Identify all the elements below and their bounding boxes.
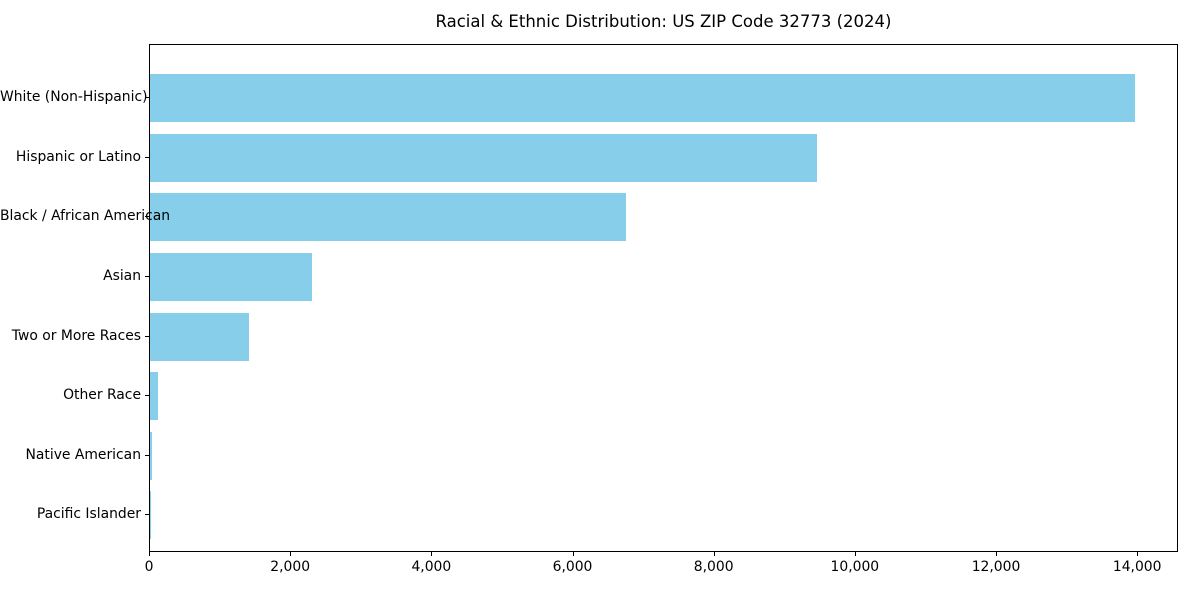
y-axis-category-label: Native American xyxy=(25,446,142,463)
x-axis-tick-label: 10,000 xyxy=(830,559,880,575)
x-axis-tick xyxy=(572,552,574,556)
x-axis-tick xyxy=(290,552,292,556)
x-axis-tick xyxy=(713,552,715,556)
y-axis-category-label: Black / African American xyxy=(0,208,171,225)
x-axis-tick-label: 14,000 xyxy=(1112,559,1162,575)
bar xyxy=(150,431,153,480)
bar xyxy=(150,193,627,242)
y-axis-tick xyxy=(145,395,149,397)
y-axis-category-label: Two or More Races xyxy=(11,327,141,344)
x-axis-tick-label: 2,000 xyxy=(270,559,311,575)
bar xyxy=(150,372,158,421)
x-axis-tick xyxy=(996,552,997,556)
y-axis-category-label: White (Non-Hispanic) xyxy=(0,89,148,105)
y-axis-tick xyxy=(145,97,149,98)
chart-title: Racial & Ethnic Distribution: US ZIP Cod… xyxy=(435,12,892,31)
x-axis-tick-label: 12,000 xyxy=(971,559,1021,575)
plot-area xyxy=(149,44,1178,552)
bar xyxy=(150,252,313,301)
y-axis-category-label: Asian xyxy=(103,267,141,284)
x-axis-tick xyxy=(1137,552,1139,556)
y-axis-tick xyxy=(145,156,149,158)
y-axis-category-label: Hispanic or Latino xyxy=(15,148,141,165)
x-axis-tick-label: 8,000 xyxy=(693,559,734,575)
x-axis-tick-label: 6,000 xyxy=(552,559,593,575)
y-axis-tick xyxy=(145,216,149,218)
bar xyxy=(150,491,151,540)
x-axis-tick xyxy=(431,552,433,556)
y-axis-tick xyxy=(145,514,149,516)
bar xyxy=(150,133,818,182)
y-axis-category-label: Pacific Islander xyxy=(36,506,141,523)
y-axis-tick xyxy=(145,275,149,277)
y-axis-tick xyxy=(145,454,149,456)
x-axis-tick xyxy=(854,552,856,556)
bar xyxy=(150,312,249,361)
y-axis-tick xyxy=(145,335,149,337)
x-axis-tick-label: 0 xyxy=(144,559,154,575)
y-axis-category-label: Other Race xyxy=(63,387,141,404)
x-axis-tick xyxy=(149,552,150,556)
x-axis-tick-label: 4,000 xyxy=(411,559,452,575)
bar xyxy=(150,74,1135,122)
